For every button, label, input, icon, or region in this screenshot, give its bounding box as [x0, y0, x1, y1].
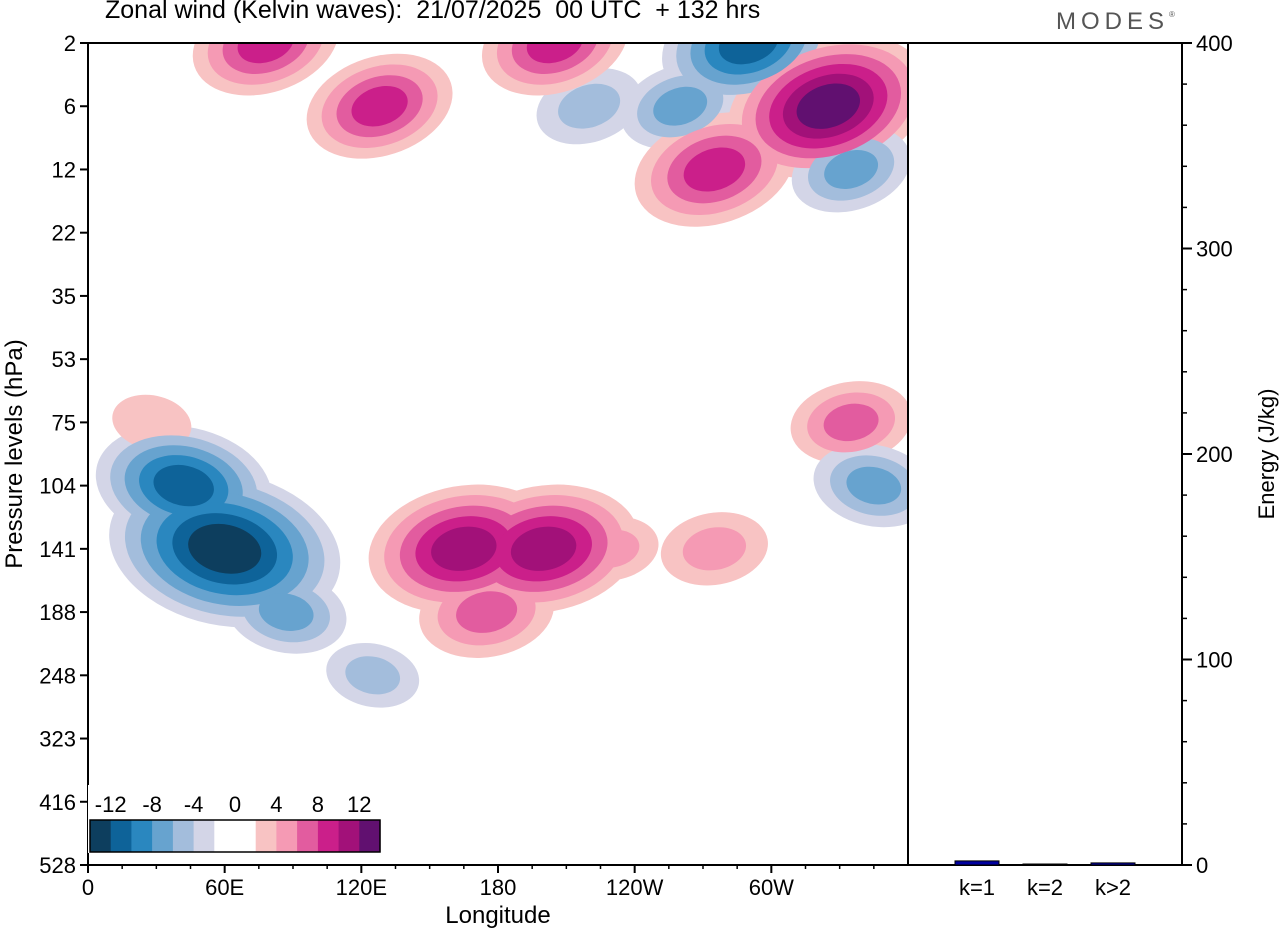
x-tick-label: 180 [480, 875, 517, 900]
logo-text: MODES [1056, 8, 1170, 35]
colorbar-swatch [276, 820, 298, 852]
colorbar-swatch [214, 820, 236, 852]
energy-axis-label: Energy (J/kg) [1254, 389, 1279, 520]
energy-category-label: k=2 [1027, 875, 1063, 900]
x-tick-label: 60E [205, 875, 244, 900]
feature-0-shell-4 [153, 464, 214, 507]
colorbar-swatch [235, 820, 257, 852]
chart-title: Zonal wind (Kelvin waves): 21/07/2025 00… [105, 0, 761, 24]
colorbar-swatch [90, 820, 112, 852]
x-axis-label: Longitude [445, 902, 550, 929]
colorbar-label: -4 [184, 792, 204, 817]
y-tick-label: 12 [52, 157, 76, 182]
y-tick-label: 528 [39, 853, 76, 878]
feature-5-shell-4 [510, 526, 577, 571]
colorbar-label: 0 [229, 792, 241, 817]
colorbar-swatch [110, 820, 132, 852]
colorbar-swatch [152, 820, 174, 852]
x-tick-label: 60W [749, 875, 794, 900]
y-tick-label: 416 [39, 790, 76, 815]
x-tick-label: 120W [606, 875, 664, 900]
y-tick-label: 104 [39, 474, 76, 499]
feature-4-shell-4 [431, 526, 497, 571]
colorbar-label: 4 [270, 792, 282, 817]
feature-8-shell-1 [682, 527, 747, 571]
y-tick-label: 141 [39, 537, 76, 562]
y-tick-label: 323 [39, 727, 76, 752]
colorbar-swatch [172, 820, 195, 852]
energy-bar-k=1 [954, 860, 1000, 866]
x-tick-label: 0 [82, 875, 94, 900]
energy-category-label: k>2 [1095, 875, 1131, 900]
colorbar-swatch [193, 820, 215, 852]
y-tick-label: 248 [39, 663, 76, 688]
modes-logo: MODES® [1056, 8, 1175, 36]
energy-tick-label: 200 [1196, 442, 1233, 467]
colorbar-label: 8 [312, 792, 324, 817]
feature-15-shell-5 [796, 83, 861, 129]
bar-panel-frame [907, 42, 1183, 866]
energy-bar-k>2 [1090, 862, 1136, 866]
logo-mark: ® [1169, 10, 1175, 19]
feature-14-shell-1 [558, 83, 621, 129]
colorbar-swatch [255, 820, 277, 852]
colorbar-label: -12 [95, 792, 127, 817]
y-tick-label: 188 [39, 600, 76, 625]
energy-axes: 0 100 200 300 400 [1182, 31, 1233, 878]
colorbar-frame [89, 819, 381, 853]
y-tick-label: 53 [52, 347, 76, 372]
feature-12-shell-4 [718, 43, 779, 65]
colorbar-label: -8 [142, 792, 162, 817]
energy-category-label: k=1 [959, 875, 995, 900]
colorbar: -12 -8 -4 0 4 8 12 [88, 785, 382, 853]
x-tick-label: 120E [336, 875, 387, 900]
heatmap-field [95, 43, 908, 708]
feature-16-shell-3 [683, 147, 746, 192]
energy-tick-label: 0 [1196, 853, 1208, 878]
feature-13-shell-2 [653, 86, 708, 126]
energy-bar-k=2 [1022, 863, 1068, 866]
feature-3-shell-1 [345, 656, 401, 695]
y-tick-label: 22 [52, 221, 76, 246]
energy-tick-label: 400 [1196, 31, 1233, 56]
feature-20-shell-2 [824, 150, 879, 189]
feature-19-shell-3 [237, 43, 294, 64]
y-tick-label: 6 [64, 94, 76, 119]
feature-17-shell-3 [351, 85, 408, 127]
feature-10-shell-2 [846, 466, 902, 505]
feature-1-shell-5 [188, 523, 262, 574]
colorbar-label: 12 [347, 792, 371, 817]
energy-bars: k=1 k=2 k>2 [954, 860, 1136, 900]
energy-tick-label: 300 [1196, 237, 1233, 262]
colorbar-swatch [359, 820, 381, 852]
y-tick-label: 35 [52, 284, 76, 309]
colorbar-swatch [317, 820, 340, 852]
feature-9-shell-2 [823, 403, 879, 442]
feature-2-shell-2 [258, 593, 314, 631]
y-tick-label: 2 [64, 31, 76, 56]
energy-tick-label: 100 [1196, 648, 1233, 673]
feature-6-shell-2 [456, 591, 518, 633]
y-axis-label: Pressure levels (hPa) [1, 339, 28, 568]
colorbar-swatch [338, 820, 360, 852]
colorbar-swatch [131, 820, 153, 852]
colorbar-swatch [297, 820, 319, 852]
y-tick-label: 75 [52, 410, 76, 435]
